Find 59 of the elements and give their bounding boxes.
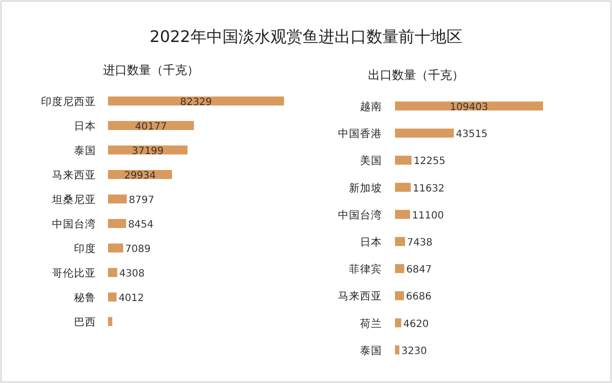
y-tick-label: 中国香港 bbox=[338, 127, 382, 140]
bar bbox=[395, 210, 410, 219]
bar bbox=[108, 219, 126, 228]
bar bbox=[108, 292, 117, 302]
data-label: 6847 bbox=[406, 264, 432, 276]
data-label: 7438 bbox=[407, 238, 433, 248]
y-tick-label: 泰国 bbox=[74, 145, 96, 157]
bar bbox=[108, 194, 127, 204]
y-tick-label: 巴西 bbox=[74, 316, 96, 328]
data-label: 11632 bbox=[412, 183, 445, 194]
data-label: 7089 bbox=[125, 244, 151, 255]
y-tick-label: 中国台湾 bbox=[52, 218, 96, 230]
bar bbox=[108, 317, 112, 326]
y-tick-label: 越南 bbox=[360, 100, 382, 113]
y-tick-label: 荷兰 bbox=[360, 316, 382, 330]
y-tick-label: 坦桑尼亚 bbox=[51, 194, 96, 206]
data-label: 4308 bbox=[119, 268, 145, 280]
y-tick-label: 哥伦比亚 bbox=[52, 266, 96, 280]
data-label: 12255 bbox=[414, 156, 446, 168]
bar bbox=[395, 128, 454, 138]
y-tick-label: 秘鲁 bbox=[74, 292, 96, 304]
data-label: 43515 bbox=[456, 129, 488, 140]
bar bbox=[395, 237, 406, 246]
y-tick-label: 印度尼西亚 bbox=[41, 95, 96, 108]
data-label: 8797 bbox=[128, 195, 154, 206]
y-tick-label: 马来西亚 bbox=[52, 168, 96, 182]
chart-title: 2022年中国淡水观赏鱼进出口数量前十地区 bbox=[150, 27, 462, 46]
bar bbox=[108, 244, 124, 252]
y-tick-label: 日本 bbox=[74, 120, 96, 132]
y-tick-label: 新加坡 bbox=[349, 181, 382, 194]
chart-subtitle: 进口数量（千克） bbox=[103, 63, 199, 77]
data-label: 6686 bbox=[406, 292, 432, 303]
chart-subtitle: 出口数量（千克） bbox=[368, 68, 464, 82]
bar bbox=[395, 264, 404, 274]
y-tick-label: 美国 bbox=[360, 154, 382, 168]
bar bbox=[395, 156, 412, 165]
data-label: 8454 bbox=[128, 220, 154, 230]
data-label: 40177 bbox=[135, 122, 167, 132]
data-label: 3230 bbox=[401, 346, 427, 357]
bar bbox=[395, 102, 543, 110]
y-tick-label: 印度 bbox=[74, 242, 96, 255]
y-tick-label: 泰国 bbox=[360, 344, 382, 357]
data-label: 82329 bbox=[180, 97, 212, 108]
bar bbox=[395, 291, 404, 300]
bar bbox=[108, 96, 284, 106]
bar bbox=[395, 318, 402, 328]
data-label: 11100 bbox=[412, 210, 444, 222]
y-tick-label: 日本 bbox=[360, 236, 382, 248]
bar bbox=[395, 182, 411, 192]
y-tick-label: 中国台湾 bbox=[338, 208, 382, 222]
data-label: 4012 bbox=[118, 293, 144, 304]
data-label: 4620 bbox=[403, 318, 429, 330]
bar bbox=[395, 345, 400, 354]
y-tick-label: 菲律宾 bbox=[349, 262, 382, 276]
bar bbox=[108, 268, 118, 277]
data-label: 29934 bbox=[124, 170, 156, 182]
data-label: 37199 bbox=[132, 146, 164, 157]
data-label: 109403 bbox=[450, 102, 488, 113]
y-tick-label: 马来西亚 bbox=[338, 290, 382, 303]
